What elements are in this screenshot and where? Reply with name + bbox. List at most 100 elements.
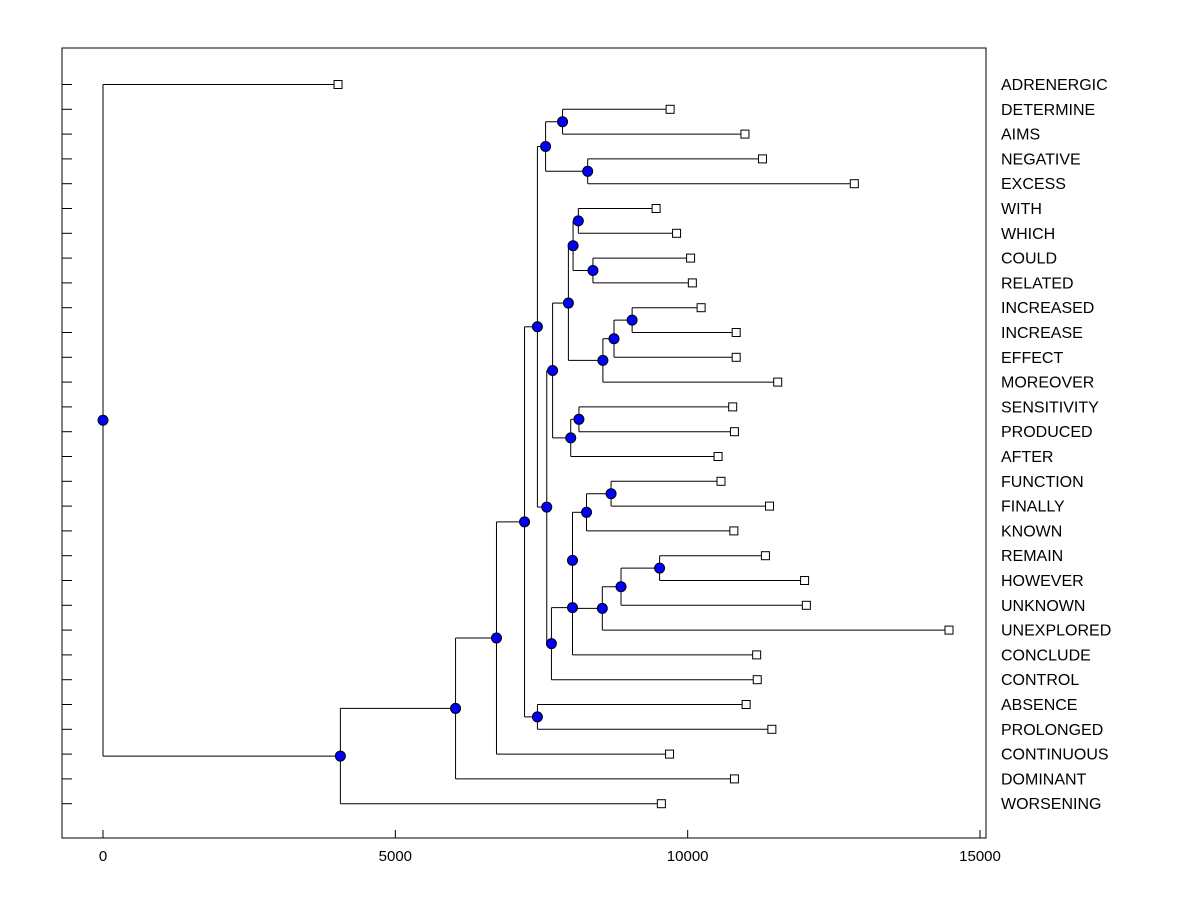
leaf-label: WHICH (1001, 226, 1055, 243)
leaf-label: DOMINANT (1001, 771, 1087, 788)
leaf-marker (849, 179, 859, 189)
leaf-label: RELATED (1001, 275, 1074, 292)
internal-node-dot (541, 501, 553, 513)
x-tick-label: 15000 (959, 848, 1001, 865)
internal-node-dot (545, 638, 557, 650)
leaf-label: MOREOVER (1001, 375, 1094, 392)
leaf-label: SENSITIVITY (1001, 399, 1099, 416)
y-ticks (62, 84, 72, 805)
leaf-label: INCREASED (1001, 300, 1094, 317)
leaf-marker (801, 600, 811, 610)
internal-node-dot (596, 602, 608, 614)
leaf-label: NEGATIVE (1001, 151, 1081, 168)
internal-node-dot (587, 265, 599, 276)
x-tick-label: 10000 (667, 848, 709, 865)
leaf-marker (752, 650, 762, 660)
internal-node-dot (531, 711, 543, 723)
x-tick-label: 5000 (379, 848, 412, 865)
leaf-label: EXCESS (1001, 176, 1066, 193)
internal-node-dot (565, 432, 577, 444)
leaf-marker (729, 427, 739, 437)
internal-node-dot (654, 562, 666, 574)
internal-node-dot (572, 215, 584, 227)
leaf-marker (741, 700, 751, 709)
leaf-marker (656, 799, 666, 809)
leaf-marker (665, 749, 675, 759)
leaf-marker (773, 377, 783, 387)
leaf-marker (728, 402, 738, 412)
leaf-label: UNEXPLORED (1001, 623, 1111, 640)
branches (102, 84, 950, 805)
leaf-marker (760, 551, 770, 561)
internal-node-dot (626, 314, 638, 326)
internal-node-dot (567, 240, 579, 252)
internal-node-dot (531, 321, 543, 333)
leaf-marker (752, 675, 762, 685)
internal-node-dot (562, 297, 574, 309)
leaf-label: EFFECT (1001, 350, 1063, 367)
leaf-marker (665, 104, 675, 114)
leaf-marker (333, 80, 343, 89)
leaf-label: PROLONGED (1001, 722, 1103, 739)
leaf-label: PRODUCED (1001, 424, 1093, 441)
leaf-marker (758, 154, 768, 164)
internal-node-dot (573, 413, 585, 425)
leaf-marker (729, 774, 739, 784)
leaf-marker (686, 253, 696, 263)
leaf-label: COULD (1001, 251, 1057, 268)
leaf-marker (765, 501, 775, 511)
internal-node-dot (566, 554, 578, 566)
internal-node-dot (490, 632, 502, 644)
leaf-label: CONTINUOUS (1001, 747, 1109, 764)
internal-node-dot (581, 506, 593, 518)
leaf-label: CONCLUDE (1001, 647, 1091, 664)
leaf-marker (729, 526, 739, 536)
x-tick-label: 0 (99, 848, 107, 865)
leaf-marker (767, 724, 777, 734)
leaf-label: WORSENING (1001, 796, 1101, 813)
internal-node-dot (566, 602, 578, 614)
leaf-marker (696, 303, 706, 313)
leaf-marker (800, 576, 810, 585)
leaf-labels: ADRENERGIC DETERMINE AIMS NEGATIVE EXCESS WIT… (1001, 77, 1111, 813)
internal-node-dot (608, 333, 620, 345)
leaf-label: WITH (1001, 201, 1042, 218)
leaf-marker (651, 204, 661, 213)
x-axis: 0 5000 10000 15000 (99, 830, 1001, 865)
internal-node-dot (557, 116, 569, 128)
leaf-label: DETERMINE (1001, 102, 1095, 119)
leaf-marker (740, 129, 750, 139)
leaf-label: AIMS (1001, 127, 1040, 144)
internal-node-dot (450, 702, 462, 714)
leaf-marker (687, 278, 697, 288)
plot-frame (61, 47, 987, 839)
leaf-label: CONTROL (1001, 672, 1079, 689)
leaf-marker (731, 328, 741, 337)
internal-node-dot (597, 354, 609, 366)
leaf-marker (731, 352, 741, 362)
internal-node-dot (615, 581, 627, 593)
leaf-label: HOWEVER (1001, 573, 1084, 590)
leaf-label: UNKNOWN (1001, 598, 1085, 615)
leaf-marker (716, 476, 726, 486)
leaf-markers (333, 80, 954, 809)
leaf-label: KNOWN (1001, 523, 1062, 540)
internal-node-dot (605, 488, 617, 500)
internal-node-dot (97, 414, 109, 426)
leaf-marker (944, 625, 954, 635)
internal-node-dot (582, 165, 594, 177)
leaf-marker (713, 452, 723, 461)
internal-node-dot (540, 141, 552, 152)
leaf-label: AFTER (1001, 449, 1053, 466)
leaf-marker (672, 228, 682, 238)
internal-node-dot (519, 516, 531, 528)
internal-nodes (97, 116, 666, 762)
leaf-label: FUNCTION (1001, 474, 1084, 491)
leaf-label: ADRENERGIC (1001, 77, 1108, 94)
leaf-label: ABSENCE (1001, 697, 1077, 714)
leaf-label: REMAIN (1001, 548, 1063, 565)
leaf-label: FINALLY (1001, 499, 1065, 516)
internal-node-dot (334, 750, 346, 762)
leaf-label: INCREASE (1001, 325, 1083, 342)
